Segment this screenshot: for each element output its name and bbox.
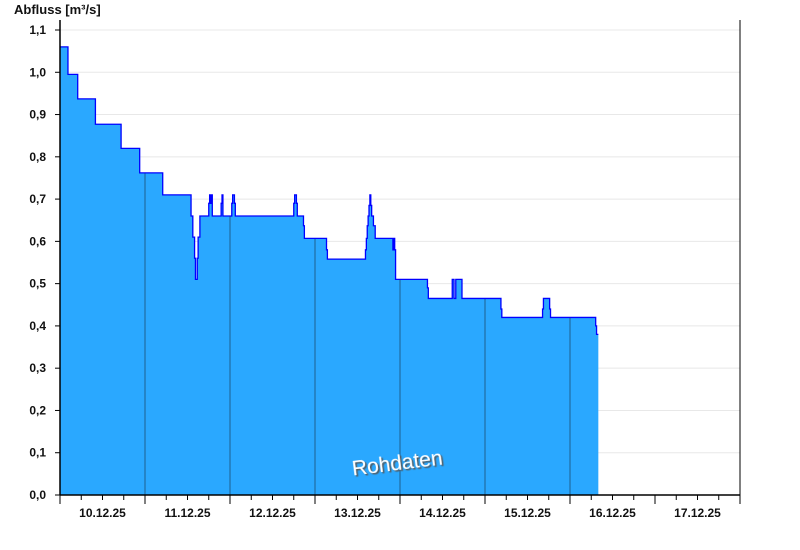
x-tick-label: 16.12.25 [589, 506, 636, 520]
y-tick-label: 0,2 [29, 403, 46, 417]
data-area [60, 46, 599, 496]
y-tick-label: 0,4 [29, 319, 46, 333]
y-tick-label: 0,7 [29, 192, 46, 206]
x-tick-label: 13.12.25 [334, 506, 381, 520]
x-tick-label: 14.12.25 [419, 506, 466, 520]
y-tick-label: 0,8 [29, 150, 46, 164]
y-tick-label: 0,5 [29, 277, 46, 291]
y-tick-label: 0,3 [29, 361, 46, 375]
x-tick-label: 10.12.25 [79, 506, 126, 520]
y-tick-label: 1,1 [29, 23, 46, 37]
x-tick-label: 11.12.25 [164, 506, 210, 520]
area-fill [60, 46, 599, 496]
y-tick-label: 0,0 [29, 488, 46, 502]
y-tick-label: 1,0 [29, 65, 46, 79]
y-tick-label: 0,1 [29, 446, 46, 460]
x-tick-label: 12.12.25 [249, 506, 296, 520]
y-tick-label: 0,6 [29, 234, 46, 248]
x-tick-label: 15.12.25 [504, 506, 551, 520]
area-line [60, 46, 599, 336]
axes: 0,0 0,1 0,2 0,3 0,4 0,5 0,6 0,7 0,8 0,9 1,0 1,1 10.1… [29, 20, 741, 520]
y-axis-label: Abfluss [m³/s] [14, 2, 101, 17]
y-tick-label: 0,9 [29, 108, 46, 122]
x-tick-label: 17.12.25 [674, 506, 721, 520]
